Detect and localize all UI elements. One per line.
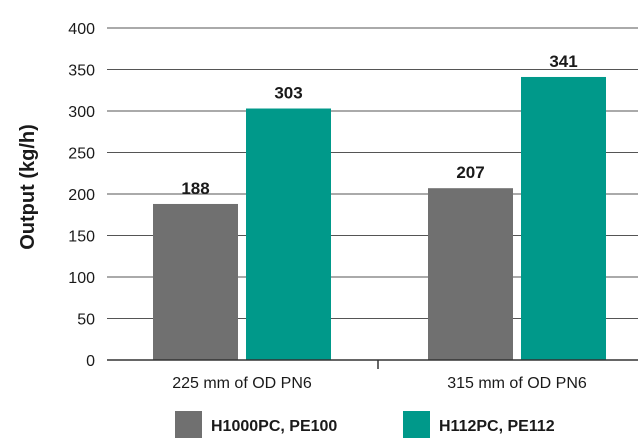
data-label: 207 <box>456 163 484 182</box>
data-label: 341 <box>549 52 577 71</box>
y-tick-label: 50 <box>77 312 95 329</box>
data-label: 188 <box>181 179 209 198</box>
bar-pe112-2 <box>521 76 606 360</box>
x-axis: 225 mm of OD PN6 315 mm of OD PN6 <box>107 359 638 392</box>
data-label: 303 <box>274 84 302 103</box>
legend-swatch <box>175 411 202 438</box>
y-tick-label: 0 <box>86 353 95 370</box>
bar-pe100-1 <box>153 203 238 360</box>
y-tick-label: 300 <box>68 104 95 121</box>
legend-label: H1000PC, PE100 <box>211 418 337 435</box>
y-axis-title: Output (kg/h) <box>17 124 39 250</box>
y-tick-label: 200 <box>68 187 95 204</box>
y-tick-label: 250 <box>68 146 95 163</box>
bar-pe100-2 <box>428 188 513 360</box>
bar-pe112-1 <box>246 108 331 360</box>
y-tick-label: 100 <box>68 270 95 287</box>
x-category-label: 225 mm of OD PN6 <box>172 375 312 392</box>
y-tick-label: 400 <box>68 21 95 38</box>
bars <box>153 76 606 360</box>
data-labels: 188 303 207 341 <box>181 52 577 198</box>
y-tick-label: 350 <box>68 63 95 80</box>
legend-label: H112PC, PE112 <box>439 418 555 435</box>
y-tick-labels: 0 50 100 150 200 250 300 350 400 <box>68 21 95 370</box>
legend-swatch <box>403 411 430 438</box>
y-tick-label: 150 <box>68 229 95 246</box>
legend: H1000PC, PE100 H112PC, PE112 <box>175 411 555 438</box>
x-category-label: 315 mm of OD PN6 <box>447 375 587 392</box>
